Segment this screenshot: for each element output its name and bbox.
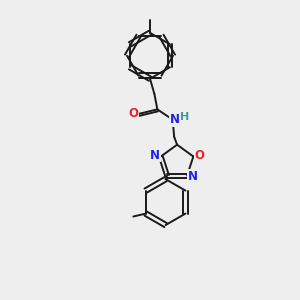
Text: N: N [170, 113, 180, 126]
Text: N: N [188, 170, 197, 183]
Text: N: N [150, 148, 160, 161]
Text: O: O [128, 107, 138, 120]
Text: O: O [195, 148, 205, 161]
Text: H: H [180, 112, 190, 122]
